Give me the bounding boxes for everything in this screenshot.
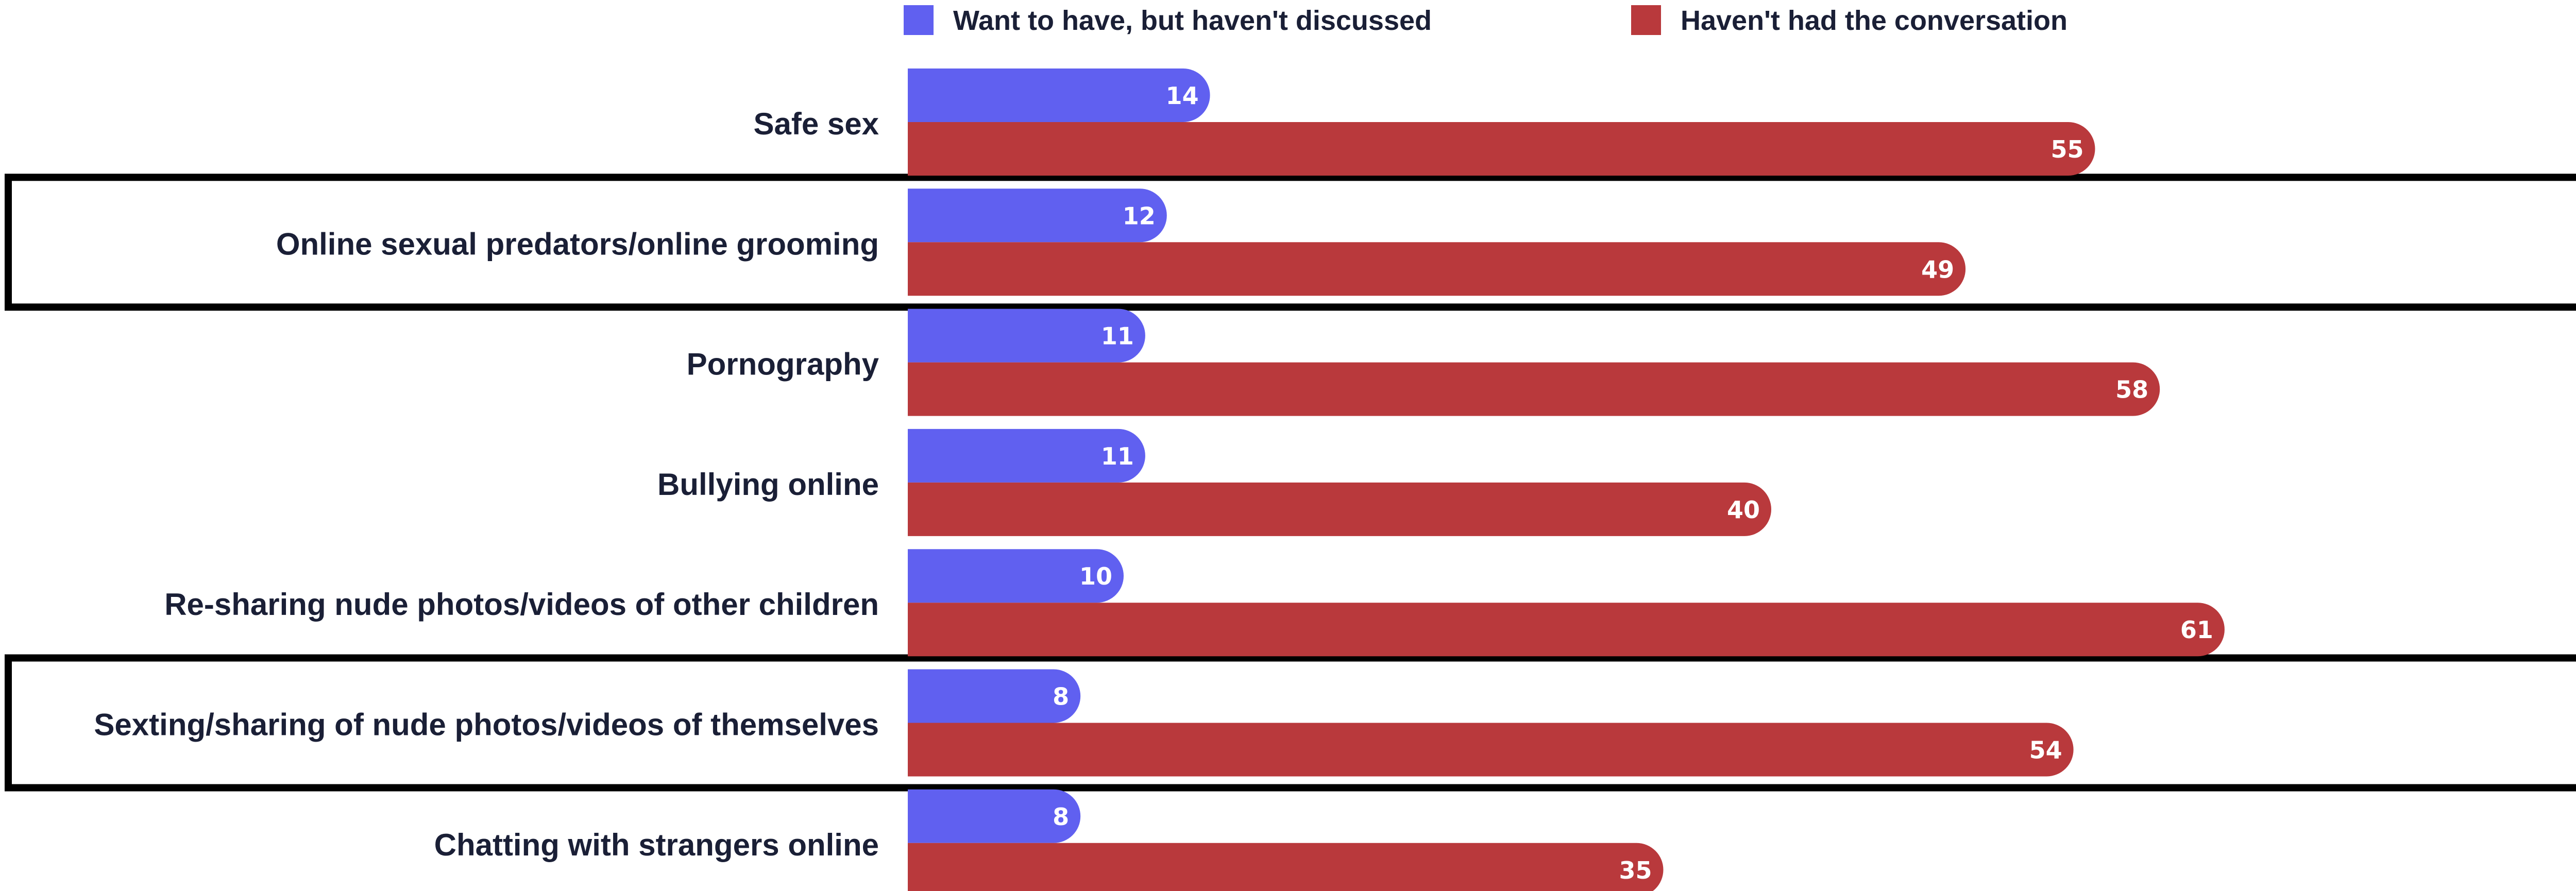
bar-value-label: 8 <box>1053 683 1069 711</box>
bar-value-label: 55 <box>2050 135 2083 163</box>
highlight-box-sexting-sharing-of-nude-photos-videos-of-themselves <box>5 654 2576 792</box>
bar-want-to-have-but-haven-t-discussed-pornography <box>908 309 1145 363</box>
bar-haven-t-had-the-conversation-chatting-with-strangers-online <box>908 843 1664 891</box>
bar-want-to-have-but-haven-t-discussed-bullying-online <box>908 429 1145 483</box>
highlight-box-online-sexual-predators-online-grooming <box>5 174 2576 311</box>
bar-value-label: 35 <box>1619 856 1652 884</box>
category-label-chatting-with-strangers-online: Chatting with strangers online <box>434 828 879 862</box>
bar-value-label: 14 <box>1166 82 1199 110</box>
bar-haven-t-had-the-conversation-bullying-online <box>908 482 1771 536</box>
category-label-re-sharing-nude-photos-videos-of-other-children: Re-sharing nude photos/videos of other c… <box>164 587 879 622</box>
bar-value-label: 8 <box>1053 803 1069 831</box>
legend-swatch <box>1631 5 1661 35</box>
category-labels: Safe sex Online sexual predators/online g… <box>94 107 879 862</box>
bar-value-label: 12 <box>1123 202 1156 230</box>
bar-value-label: 49 <box>1921 255 1954 283</box>
legend-item-want-to-have-but-haven-t-discussed: Want to have, but haven't discussed <box>904 5 1432 36</box>
bar-value-label: 40 <box>1727 496 1760 524</box>
category-label-online-sexual-predators-online-grooming: Online sexual predators/online grooming <box>276 227 879 261</box>
bar-haven-t-had-the-conversation-pornography <box>908 362 2160 416</box>
bar-haven-t-had-the-conversation-sexting-sharing-of-nude-photos-videos-of-themselves <box>908 723 2074 777</box>
bar-haven-t-had-the-conversation-online-sexual-predators-online-grooming <box>908 242 1966 296</box>
legend-label: Want to have, but haven't discussed <box>953 5 1432 36</box>
legend-item-haven-t-had-the-conversation: Haven't had the conversation <box>1631 5 2067 36</box>
bar-value-label: 11 <box>1101 322 1134 350</box>
bar-want-to-have-but-haven-t-discussed-chatting-with-strangers-online <box>908 789 1081 843</box>
bar-value-label: 61 <box>2180 616 2213 644</box>
bar-value-label: 11 <box>1101 442 1134 470</box>
bar-value-labels: 14 12 11 11 10 8 8 55 49 58 40 61 54 35 <box>1053 82 2213 884</box>
bar-value-label: 10 <box>1079 562 1112 590</box>
category-label-sexting-sharing-of-nude-photos-videos-of-themselves: Sexting/sharing of nude photos/videos of… <box>94 708 879 742</box>
bar-want-to-have-but-haven-t-discussed-online-sexual-predators-online-grooming <box>908 189 1167 243</box>
bar-haven-t-had-the-conversation-safe-sex <box>908 122 2095 176</box>
bars <box>908 68 2225 891</box>
bar-want-to-have-but-haven-t-discussed-sexting-sharing-of-nude-photos-videos-of-themselves <box>908 669 1081 723</box>
category-label-bullying-online: Bullying online <box>657 467 879 502</box>
highlight-boxes <box>5 174 2576 792</box>
category-label-pornography: Pornography <box>687 347 879 382</box>
legend: Want to have, but haven't discussed Haven… <box>904 5 2067 36</box>
bar-haven-t-had-the-conversation-re-sharing-nude-photos-videos-of-other-children <box>908 603 2225 657</box>
legend-swatch <box>904 5 934 35</box>
bar-want-to-have-but-haven-t-discussed-safe-sex <box>908 68 1210 122</box>
bar-value-label: 58 <box>2115 376 2148 404</box>
bar-value-label: 54 <box>2029 736 2062 764</box>
category-label-safe-sex: Safe sex <box>753 107 879 141</box>
bar-want-to-have-but-haven-t-discussed-re-sharing-nude-photos-videos-of-other-children <box>908 549 1124 603</box>
legend-label: Haven't had the conversation <box>1681 5 2067 36</box>
